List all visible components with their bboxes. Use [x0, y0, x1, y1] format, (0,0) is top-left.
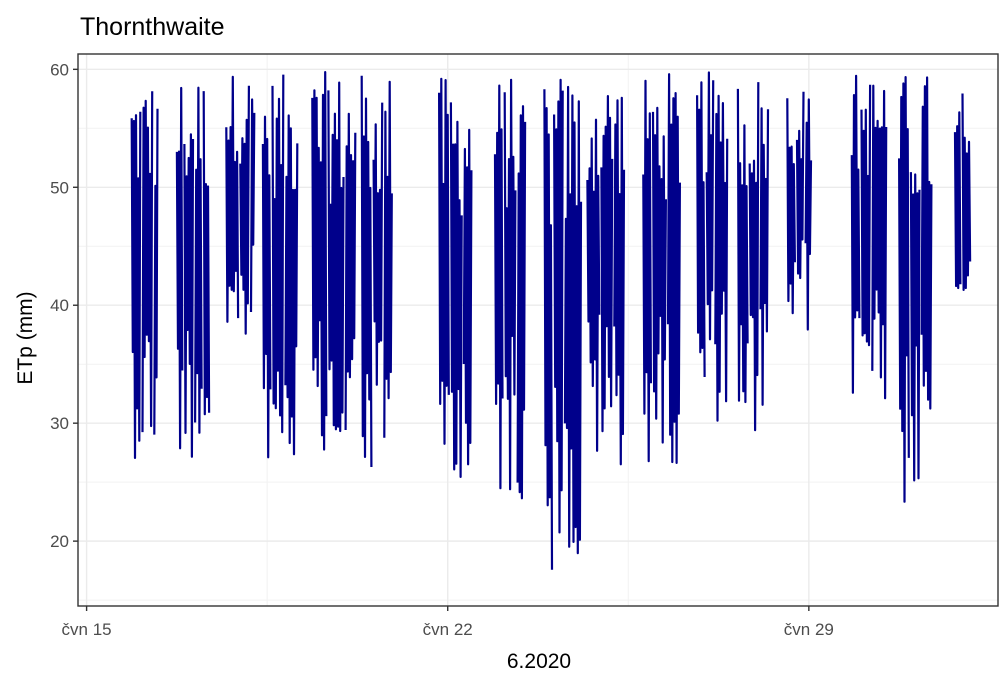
y-tick-label: 50 — [50, 178, 69, 197]
y-axis-title: ETp (mm) — [14, 291, 37, 384]
series-line — [130, 71, 972, 570]
y-tick-label: 30 — [50, 414, 69, 433]
x-axis-title: 6.2020 — [507, 650, 571, 673]
chart-title: Thornthwaite — [80, 13, 225, 41]
x-tick-label: čvn 15 — [62, 620, 112, 639]
x-tick-label: čvn 29 — [784, 620, 834, 639]
data-series — [130, 71, 972, 570]
axes: 20 30 40 50 60 čvn 15 čvn 22 čvn 29 — [50, 53, 999, 639]
x-tick-label: čvn 22 — [423, 620, 473, 639]
y-tick-label: 40 — [50, 296, 69, 315]
panel-border — [77, 53, 999, 607]
y-tick-label: 60 — [50, 60, 69, 79]
y-tick-label: 20 — [50, 532, 69, 551]
grid — [78, 54, 998, 606]
